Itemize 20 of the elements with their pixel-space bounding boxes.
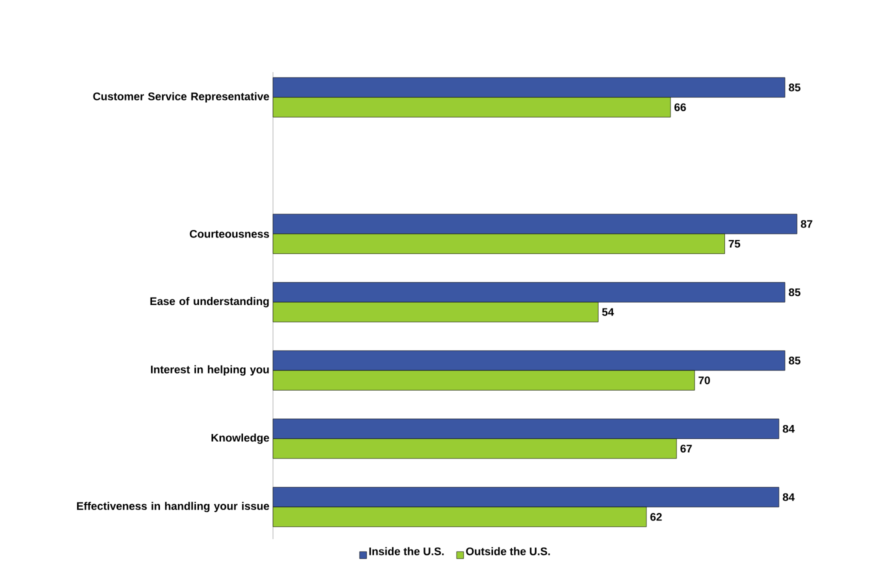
- data-label: 62: [650, 513, 662, 521]
- legend-label: Inside the U.S.: [369, 547, 444, 556]
- y-tick-label: Customer Service Representative: [93, 92, 270, 102]
- data-label: 87: [800, 220, 812, 228]
- y-tick-label: Ease of understanding: [150, 297, 269, 308]
- data-label: 84: [782, 424, 795, 433]
- data-label: 85: [788, 356, 800, 364]
- data-label: 67: [680, 444, 692, 453]
- y-tick-label: Knowledge: [212, 434, 270, 444]
- y-tick-label: Courteousness: [190, 230, 270, 238]
- data-label: 70: [698, 376, 710, 384]
- data-label: 66: [674, 103, 686, 112]
- legend-label: Outside the U.S.: [466, 547, 550, 556]
- data-label: 84: [782, 493, 795, 501]
- y-tick-label: Interest in helping you: [151, 365, 269, 376]
- data-label: 54: [602, 308, 614, 316]
- data-label: 85: [788, 84, 800, 92]
- data-label: 85: [788, 288, 800, 296]
- data-label: 75: [728, 240, 740, 248]
- y-tick-label: Effectiveness in handling your issue: [77, 502, 270, 512]
